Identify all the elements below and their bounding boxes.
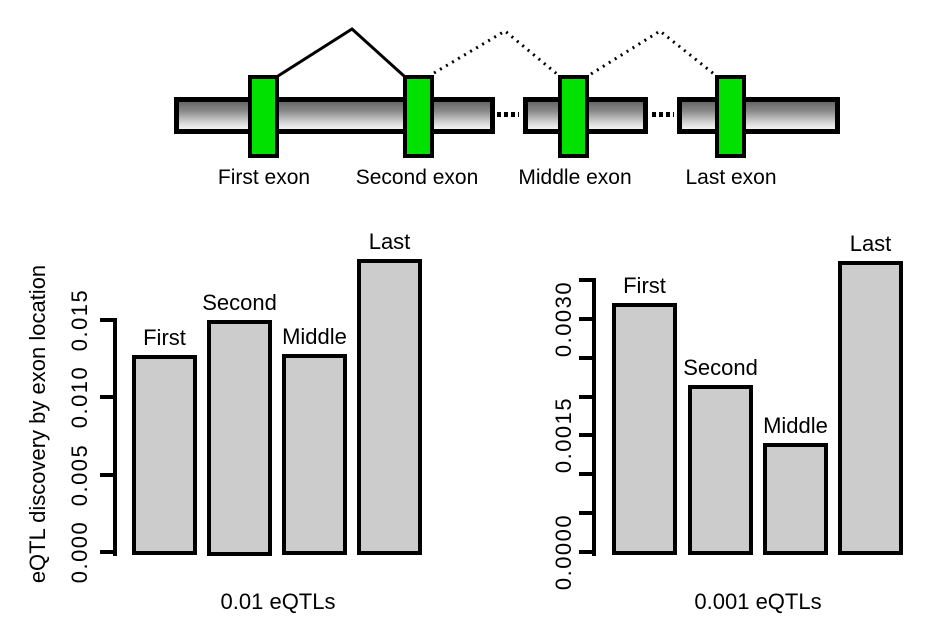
y-axis-line	[113, 318, 117, 556]
y-tick-label: 0.0030	[551, 280, 576, 358]
splice-junction-lines	[277, 27, 715, 78]
y-axis-tick	[579, 472, 593, 476]
bar-last	[357, 259, 422, 555]
exon-label-middle: Middle exon	[518, 166, 632, 189]
exon-first	[248, 75, 279, 158]
bar-last	[838, 261, 903, 555]
bar-second	[207, 320, 272, 556]
exon-label-last: Last exon	[685, 166, 777, 189]
bar-label-second: Second	[202, 290, 277, 315]
bar-second	[688, 385, 753, 555]
y-axis-tick	[579, 511, 593, 515]
bar-label-first: First	[623, 273, 666, 298]
splice-line-first-to-second	[277, 27, 406, 78]
right-x-axis-label: 0.001 eQTLs	[694, 589, 822, 614]
y-axis-tick	[100, 318, 114, 322]
bar-label-last: Last	[849, 231, 892, 256]
exon-label-first: First exon	[217, 166, 311, 189]
gene-body-segment-3	[677, 97, 840, 134]
bar-middle	[763, 443, 828, 555]
exon-label-second: Second exon	[355, 166, 479, 189]
y-axis-tick	[100, 395, 114, 399]
y-tick-label: 0.0000	[551, 513, 576, 591]
bar-label-last: Last	[368, 229, 411, 254]
y-axis-tick	[579, 317, 593, 321]
bar-label-middle: Middle	[282, 324, 347, 349]
left-x-axis-label: 0.01 eQTLs	[220, 589, 336, 614]
splice-line-second-to-middle	[433, 29, 558, 76]
exon-last	[715, 75, 746, 158]
bar-first	[612, 303, 677, 555]
splice-line-middle-to-last	[590, 29, 715, 76]
bar-label-middle: Middle	[763, 413, 828, 438]
intron-gap-dots-1	[497, 112, 519, 117]
bar-first	[132, 355, 197, 555]
y-axis-tick	[100, 550, 114, 554]
y-axis-tick	[579, 395, 593, 399]
gene-body-segment-1	[174, 97, 495, 134]
y-axis-tick	[579, 550, 593, 554]
bar-label-first: First	[143, 325, 186, 350]
y-tick-label: 0.0015	[551, 396, 576, 474]
exon-middle	[558, 75, 589, 158]
y-axis-line	[592, 278, 596, 556]
bar-middle	[282, 354, 347, 555]
y-axis-tick	[579, 433, 593, 437]
intron-gap-dots-2	[652, 112, 674, 117]
bar-label-second: Second	[683, 355, 758, 380]
y-axis-tick	[579, 356, 593, 360]
y-axis-tick	[100, 473, 114, 477]
exon-second	[403, 75, 434, 158]
y-axis-tick	[579, 278, 593, 282]
